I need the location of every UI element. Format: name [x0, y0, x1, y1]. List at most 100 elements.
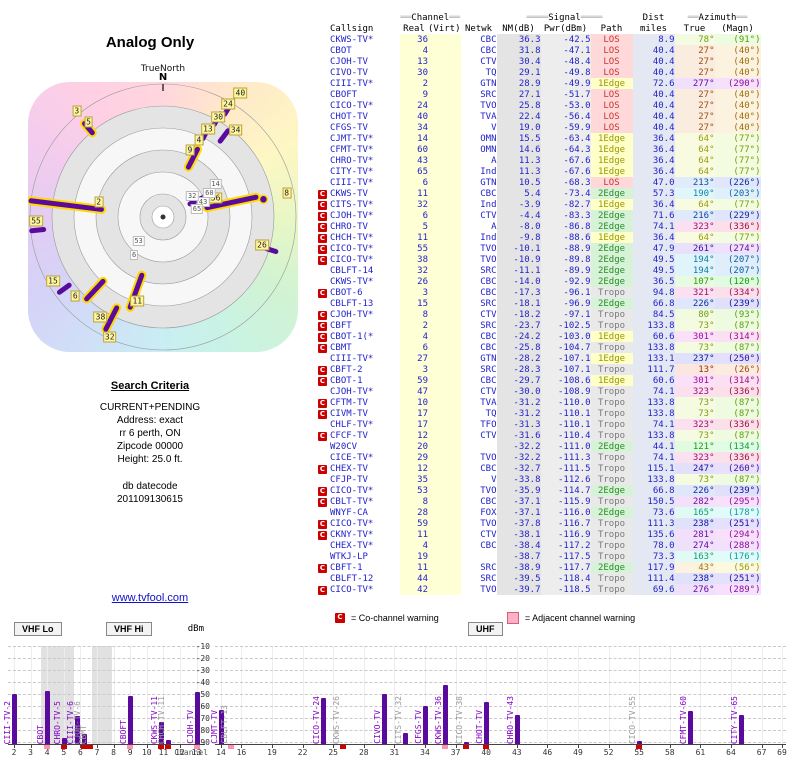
- cell-channel-virt: [428, 111, 461, 122]
- cell-azimuth-true: 64°: [674, 166, 715, 177]
- cell-azimuth-magnetic: (91°): [714, 34, 761, 45]
- cell-path: Tropo: [590, 529, 633, 540]
- cell-callsign: CICO-TV*: [330, 243, 374, 254]
- cell-azimuth-true: 13°: [674, 364, 715, 375]
- cell-power-dbm: -88.9: [540, 243, 591, 254]
- cell-path: 2Edge: [590, 562, 633, 573]
- station-label: CIII-TV-2: [3, 700, 12, 744]
- cell-network: SRC: [480, 320, 497, 331]
- adjacent-channel-legend-text: = Adjacent channel warning: [524, 613, 636, 623]
- channel-tick-label: 43: [511, 748, 522, 757]
- north-label: N: [158, 72, 168, 83]
- channel-tick-label: 58: [664, 748, 675, 757]
- table-row: C CHEX-TV 12 CBC -32.7 -111.5 Tropo 115.1 247° (2…: [318, 463, 761, 474]
- table-row: CBLFT-14 32 SRC -11.1 -89.9 2Edge 49.5 194° (207…: [318, 265, 761, 276]
- cell-azimuth-true: 237°: [674, 353, 715, 364]
- cell-nm-db: -37.1: [496, 507, 541, 518]
- table-row: C CBFT-2 3 SRC -28.3 -107.1 Tropo 111.7 13° (26°): [318, 364, 761, 375]
- cell-channel-virt: [428, 320, 461, 331]
- cell-network: CBC: [480, 331, 497, 342]
- cell-power-dbm: -67.6: [540, 155, 591, 166]
- cell-channel-real: 55: [400, 243, 428, 254]
- cell-network: TVO: [480, 518, 497, 529]
- channel-gridline: [130, 646, 132, 744]
- cell-callsign: CIVO-TV: [330, 67, 368, 78]
- channel-tick: [333, 744, 335, 748]
- cell-nm-db: -31.2: [496, 408, 541, 419]
- cell-power-dbm: -107.1: [540, 353, 591, 364]
- co-channel-badge: C: [318, 409, 327, 419]
- cell-warning: [318, 56, 330, 67]
- cell-warning: C: [318, 342, 330, 353]
- co-channel-badge: C: [318, 211, 327, 221]
- cell-path: Tropo: [590, 540, 633, 551]
- cell-callsign: CFCF-TV: [330, 430, 368, 441]
- channel-tick: [761, 744, 763, 748]
- dbm-gridline: [215, 658, 786, 659]
- channel-tick: [455, 744, 457, 748]
- cell-channel-real: 4: [400, 331, 428, 342]
- station-label: CKWS-TV-36: [434, 695, 444, 744]
- table-row: CHRO-TV* 43 A 11.3 -67.6 1Edge 36.4 64° (77°): [318, 155, 761, 166]
- cell-channel-virt: [428, 309, 461, 320]
- channel-gridline: [455, 646, 457, 744]
- dbm-gridline: [8, 646, 205, 647]
- cell-azimuth-magnetic: (336°): [714, 452, 761, 463]
- cell-azimuth-true: 238°: [674, 573, 715, 584]
- cell-azimuth-true: 247°: [674, 463, 715, 474]
- station-label: CKWS-TV-26: [332, 695, 342, 744]
- cell-channel-virt: [428, 276, 461, 287]
- co-channel-badge: C: [318, 497, 327, 507]
- table-row: C CITS-TV* 32 Ind -3.9 -82.7 1Edge 36.4 64° (77°): [318, 199, 761, 210]
- cell-network: CTV: [480, 56, 497, 67]
- table-row: CIII-TV* 27 GTN -28.2 -107.1 1Edge 133.1 237° (2…: [318, 353, 761, 364]
- cell-path: Tropo: [590, 397, 633, 408]
- cell-warning: C: [318, 320, 330, 331]
- table-row: CFMT-TV* 60 OMN 14.6 -64.3 1Edge 36.4 64° (77°): [318, 144, 761, 155]
- co-channel-badge: C: [318, 189, 327, 199]
- station-label: CHRO-TV-43: [505, 695, 515, 744]
- cell-network: TVO: [480, 452, 497, 463]
- polar-channel-label: 11: [130, 295, 145, 307]
- cell-callsign: CHOT-TV: [330, 111, 368, 122]
- station-label: CICO-TV-38: [454, 695, 464, 744]
- cell-azimuth-true: 194°: [674, 265, 715, 276]
- cell-callsign: CJMT-TV*: [330, 133, 374, 144]
- cell-distance: 133.8: [632, 430, 675, 441]
- cell-channel-virt: [428, 67, 461, 78]
- cell-azimuth-magnetic: (40°): [714, 45, 761, 56]
- cell-warning: [318, 155, 330, 166]
- co-channel-badge: C: [318, 233, 327, 243]
- tvfool-link[interactable]: www.tvfool.com: [111, 592, 189, 604]
- channel-tick: [394, 744, 396, 748]
- station-label: CICO-TV-55: [628, 695, 638, 744]
- search-criteria: Search Criteria CURRENT+PENDING Address:…: [0, 380, 300, 506]
- co-channel-badge: C: [318, 376, 327, 386]
- polar-svg: [28, 83, 297, 351]
- cell-channel-real: 6: [400, 210, 428, 221]
- station-label: CBOFT: [119, 719, 129, 744]
- signal-bar: [82, 733, 88, 744]
- cell-distance: 40.4: [632, 100, 675, 111]
- table-row: CIII-TV* 2 GTN 28.9 -49.9 1Edge 72.6 277° (290°): [318, 78, 761, 89]
- co-channel-badge: C: [318, 255, 327, 265]
- cell-network: CBC: [480, 34, 497, 45]
- cell-channel-virt: [428, 419, 461, 430]
- signal-table-body: CKWS-TV* 36 CBC 36.3 -42.5 LOS 8.9 78° (91°) CBOT…: [318, 34, 761, 595]
- cell-network: CBC: [480, 276, 497, 287]
- cell-channel-real: 53: [400, 485, 428, 496]
- cell-warning: [318, 67, 330, 78]
- cell-distance: 36.4: [632, 232, 675, 243]
- cell-channel-virt: [428, 232, 461, 243]
- cell-callsign: CICO-TV*: [330, 100, 374, 111]
- header-dist: Dist: [642, 12, 665, 23]
- channel-gridline: [146, 646, 148, 744]
- cell-distance: 74.1: [632, 452, 675, 463]
- channel-gridline: [97, 646, 98, 744]
- cell-callsign: CFGS-TV: [330, 122, 368, 133]
- cell-path: Tropo: [590, 419, 633, 430]
- cell-azimuth-magnetic: (77°): [714, 232, 761, 243]
- cell-callsign: CHCH-TV*: [330, 232, 374, 243]
- cell-warning: [318, 298, 330, 309]
- channel-gridline: [80, 646, 82, 744]
